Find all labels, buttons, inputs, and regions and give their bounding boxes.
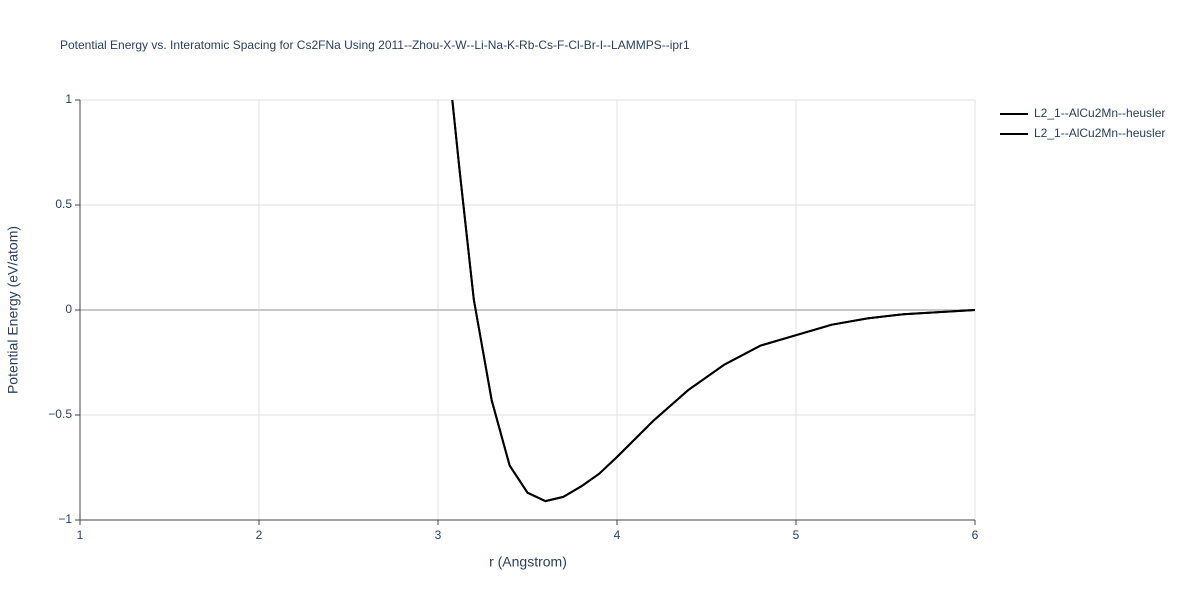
legend-label: L2_1--AlCu2Mn--heusler: [1034, 106, 1165, 120]
y-axis-title: Potential Energy (eV/atom): [5, 226, 21, 394]
x-tick-label: 3: [435, 528, 442, 542]
y-tick-label: −0.5: [48, 407, 72, 421]
line-series: [451, 99, 976, 503]
x-tick-label: 1: [77, 528, 84, 542]
x-tick-label: 5: [793, 528, 800, 542]
line-series: [451, 99, 976, 503]
y-tick-label: 0: [65, 302, 72, 316]
x-tick-label: 2: [256, 528, 263, 542]
x-axis-title: r (Angstrom): [489, 554, 567, 570]
x-tick-label: 4: [614, 528, 621, 542]
y-tick-label: 0.5: [55, 197, 72, 211]
y-tick-label: −1: [58, 512, 72, 526]
x-tick-label: 6: [972, 528, 979, 542]
chart-title: Potential Energy vs. Interatomic Spacing…: [60, 38, 690, 52]
legend-label: L2_1--AlCu2Mn--heusler: [1034, 126, 1165, 140]
y-tick-label: 1: [65, 92, 72, 106]
